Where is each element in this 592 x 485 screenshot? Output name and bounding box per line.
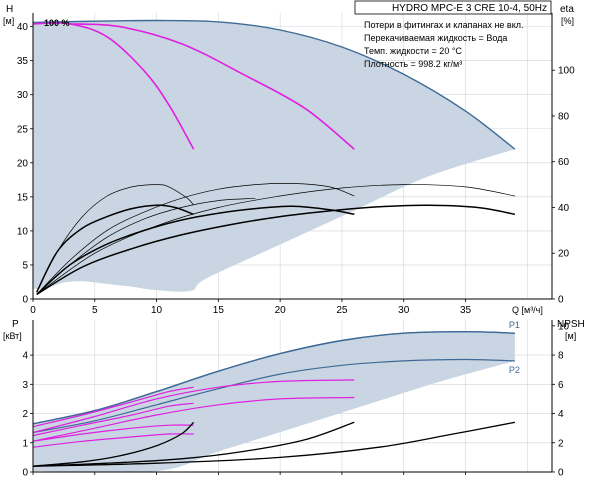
series-line-8 [36,205,355,295]
y-axis-unit-p: [кВт] [3,331,22,341]
operating-range-area [33,331,515,472]
series-line-9 [33,421,516,467]
x-tick-label: 25 [336,305,348,316]
series-line-2 [33,402,194,437]
operating-range-edge [33,19,516,150]
x-tick-label: 20 [275,305,287,316]
y2-axis-label-npsh: NPSH [557,319,585,330]
y2-tick-label: 6 [558,380,564,391]
y2-tick-label: 80 [558,111,570,122]
y-tick-label: 10 [17,226,29,237]
note-line-2: Перекачиваемая жидкость = Вода [364,33,507,43]
note-line-1: Потери в фитингах и клапанах не вкл. [364,20,524,30]
series-line-7 [33,421,195,467]
series-line-5 [33,433,194,448]
top-axes: 0 5 10 15 20 25 30 35 40 0 20 40 60 80 100 0 5 10 15 20 25 30… [17,13,575,316]
y2-tick-label: 0 [558,295,564,306]
y2-axis-unit-eta: [%] [561,16,574,26]
series-line-2 [70,23,355,150]
x-tick-label: 35 [460,305,472,316]
x-tick-label: 10 [151,305,163,316]
top-text-group: HYDRO MPC-E 3 CRE 10-4, 50Hz Потери в фи… [3,0,574,315]
series-line-8 [33,421,355,467]
bottom-axes: 0 1 2 3 4 0 2 4 6 8 10 P1 P2 [22,320,570,479]
y-tick-label: 0 [22,468,28,479]
series-line-6 [36,184,515,295]
y2-tick-label: 40 [558,203,570,214]
series-line-3 [36,184,194,293]
y2-tick-label: 20 [558,249,570,260]
y2-tick-label: 100 [558,66,575,77]
title-box [354,0,552,15]
y-tick-label: 25 [17,124,29,135]
y2-axis-label-eta: eta [560,4,574,15]
x-tick-label: 5 [92,305,98,316]
x-tick-label: 30 [398,305,410,316]
y-axis-unit-h: [м] [3,16,14,26]
y-tick-label: 20 [17,158,29,169]
bottom-series-group [33,331,516,467]
series-line-4 [36,183,355,295]
y2-tick-label: 8 [558,351,564,362]
series-line-9 [36,204,516,296]
curve-speed-label: 100 % [44,18,70,28]
series-line-1 [33,22,195,150]
series-line-1 [33,386,194,428]
y2-tick-label: 60 [558,157,570,168]
chart-title: HYDRO MPC-E 3 CRE 10-4, 50Hz [392,3,547,14]
curve-label-p2: P2 [509,365,520,375]
x-tick-label: 0 [30,305,36,316]
x-tick-label: 15 [213,305,225,316]
curve-label-p1: P1 [509,320,520,330]
x-axis-label: Q [м³/ч] [512,305,543,315]
y2-tick-label: 2 [558,438,564,449]
y-tick-label: 35 [17,56,29,67]
y-tick-label: 4 [22,351,28,362]
series-line-4 [33,396,355,442]
y-tick-label: 15 [17,192,29,203]
series-line-3 [33,379,355,434]
top-operating-range [33,19,516,292]
y-tick-label: 2 [22,409,28,420]
series-line-7 [36,204,194,293]
y-tick-label: 40 [17,22,29,33]
power-curve-p1 [33,331,515,425]
note-line-4: Плотность = 998.2 кг/м³ [364,59,462,69]
operating-range-area [33,20,515,292]
series-line-6 [33,424,194,442]
y2-tick-label: 4 [558,409,564,420]
y-tick-label: 30 [17,90,29,101]
y-axis-label-h: H [6,4,13,15]
y2-tick-label: 10 [558,321,570,332]
power-curve-p2 [33,358,515,434]
y2-axis-unit-npsh: [м] [565,331,576,341]
y-axis-label-p: P [12,319,19,330]
y-tick-label: 5 [22,260,28,271]
y-tick-label: 0 [22,295,28,306]
note-line-3: Темп. жидкости = 20 °C [364,46,462,56]
top-series-group [33,22,516,296]
bottom-text-group: P [кВт] NPSH [м] [3,319,585,341]
y-tick-label: 1 [22,438,28,449]
y2-tick-label: 0 [558,468,564,479]
y-tick-label: 3 [22,380,28,391]
